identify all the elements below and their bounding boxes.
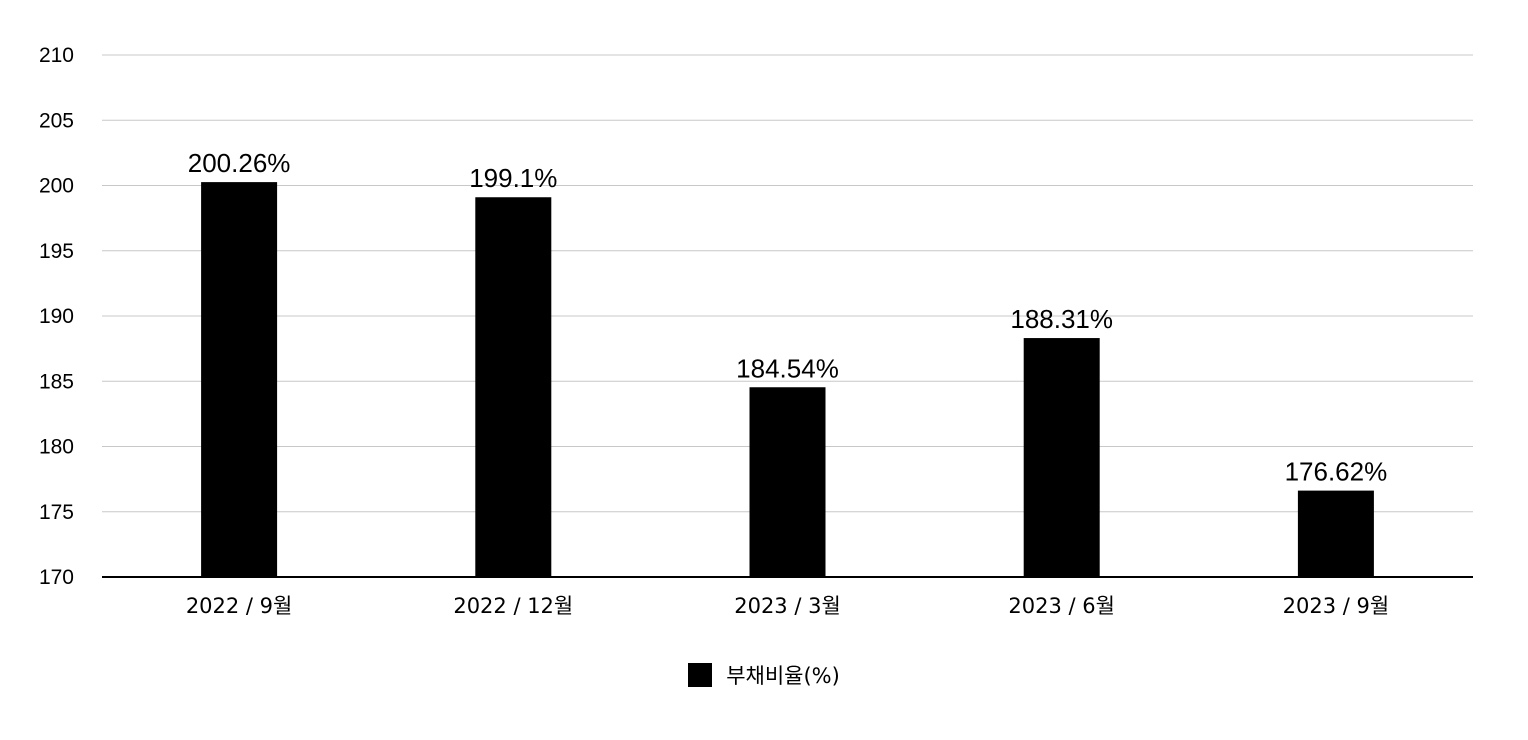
x-tick-label: 2023 / 6월 [1008,594,1115,618]
x-tick-label: 2022 / 9월 [186,594,293,618]
bars [201,182,1374,577]
data-label: 200.26% [188,148,291,178]
legend-swatch [688,663,713,687]
y-tick-label: 185 [39,370,74,393]
y-tick-label: 170 [39,566,74,589]
legend-label: 부채비율(%) [726,664,840,688]
legend: 부채비율(%) [0,660,1528,690]
bar [475,197,552,577]
data-label: 184.54% [736,353,839,383]
y-tick-label: 200 [39,175,74,198]
y-tick-label: 175 [39,501,74,524]
data-labels: 200.26% 199.1% 184.54% 188.31% 176.62% [188,148,1387,487]
x-tick-label: 2022 / 12월 [453,594,573,618]
bar [1023,338,1100,577]
bar [201,182,278,577]
data-label: 188.31% [1010,304,1113,334]
y-tick-label: 205 [39,109,74,132]
y-tick-label: 195 [39,240,74,263]
bar [749,387,826,577]
y-tick-label: 180 [39,436,74,459]
bar [1297,490,1374,577]
x-tick-label: 2023 / 9월 [1283,594,1390,618]
x-axis-ticks: 2022 / 9월 2022 / 12월 2023 / 3월 2023 / 6월 202… [186,594,1389,618]
y-tick-label: 190 [39,305,74,328]
y-axis-ticks: 170 175 180 185 190 195 200 205 210 [39,44,74,589]
x-tick-label: 2023 / 3월 [734,594,841,618]
data-label: 199.1% [469,163,557,193]
data-label: 176.62% [1285,457,1388,487]
gridlines [102,54,1473,513]
y-tick-label: 210 [39,44,74,67]
